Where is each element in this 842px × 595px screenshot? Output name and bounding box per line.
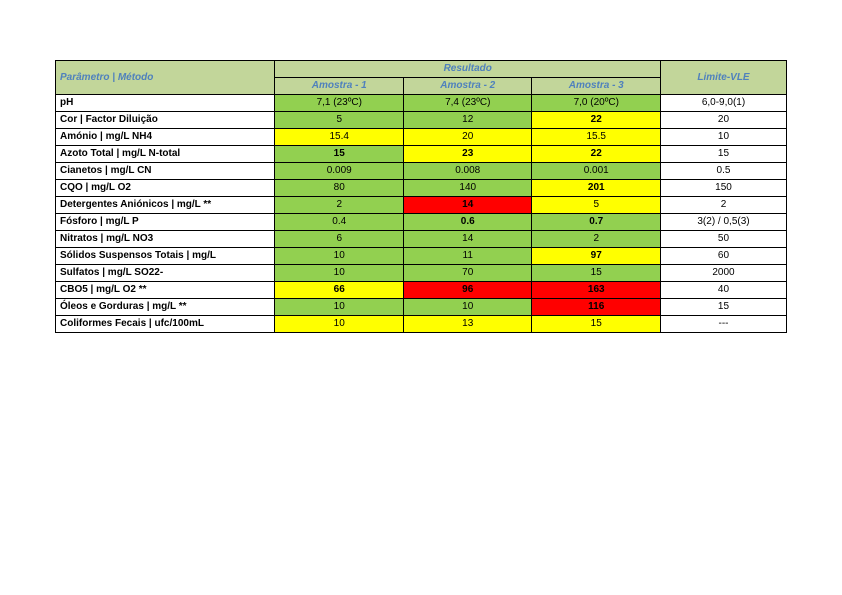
cell-a1: 6: [275, 231, 404, 248]
cell-a2: 14: [403, 197, 532, 214]
cell-a3: 22: [532, 112, 661, 129]
cell-a1: 10: [275, 248, 404, 265]
cell-a3: 15: [532, 265, 661, 282]
table-row: Sólidos Suspensos Totais | mg/L10119760: [56, 248, 787, 265]
table-row: CBO5 | mg/L O2 **669616340: [56, 282, 787, 299]
cell-param: CQO | mg/L O2: [56, 180, 275, 197]
cell-a3: 201: [532, 180, 661, 197]
cell-param: Fósforo | mg/L P: [56, 214, 275, 231]
cell-param: Sulfatos | mg/L SO22-: [56, 265, 275, 282]
cell-a3: 163: [532, 282, 661, 299]
cell-a2: 11: [403, 248, 532, 265]
cell-a1: 10: [275, 265, 404, 282]
cell-a2: 20: [403, 129, 532, 146]
cell-a2: 13: [403, 316, 532, 333]
cell-limit: 10: [660, 129, 786, 146]
cell-a3: 2: [532, 231, 661, 248]
cell-param: pH: [56, 95, 275, 112]
table-row: pH7,1 (23ºC)7,4 (23ºC)7,0 (20ºC)6,0-9,0(…: [56, 95, 787, 112]
cell-limit: 50: [660, 231, 786, 248]
cell-limit: 150: [660, 180, 786, 197]
header-resultado: Resultado: [275, 61, 661, 78]
header-param: Parâmetro | Método: [56, 61, 275, 95]
cell-a3: 116: [532, 299, 661, 316]
cell-limit: 15: [660, 299, 786, 316]
cell-a1: 15.4: [275, 129, 404, 146]
cell-a3: 5: [532, 197, 661, 214]
cell-a3: 7,0 (20ºC): [532, 95, 661, 112]
table-row: Fósforo | mg/L P0.40.60.73(2) / 0,5(3): [56, 214, 787, 231]
table-row: Amónio | mg/L NH415.42015.510: [56, 129, 787, 146]
cell-a1: 5: [275, 112, 404, 129]
table-row: Óleos e Gorduras | mg/L **101011615: [56, 299, 787, 316]
table-head: Parâmetro | Método Resultado Limite-VLE …: [56, 61, 787, 95]
cell-a2: 23: [403, 146, 532, 163]
cell-a2: 140: [403, 180, 532, 197]
cell-a3: 15: [532, 316, 661, 333]
table-row: Coliformes Fecais | ufc/100mL101315---: [56, 316, 787, 333]
cell-a1: 0.4: [275, 214, 404, 231]
table-body: pH7,1 (23ºC)7,4 (23ºC)7,0 (20ºC)6,0-9,0(…: [56, 95, 787, 333]
cell-a3: 0.001: [532, 163, 661, 180]
cell-param: Cianetos | mg/L CN: [56, 163, 275, 180]
cell-limit: 2000: [660, 265, 786, 282]
table-row: Azoto Total | mg/L N-total15232215: [56, 146, 787, 163]
table-row: Nitratos | mg/L NO3614250: [56, 231, 787, 248]
cell-limit: 0.5: [660, 163, 786, 180]
cell-limit: ---: [660, 316, 786, 333]
cell-param: Sólidos Suspensos Totais | mg/L: [56, 248, 275, 265]
cell-limit: 20: [660, 112, 786, 129]
cell-param: CBO5 | mg/L O2 **: [56, 282, 275, 299]
cell-a1: 0.009: [275, 163, 404, 180]
cell-a3: 15.5: [532, 129, 661, 146]
cell-limit: 15: [660, 146, 786, 163]
cell-a1: 66: [275, 282, 404, 299]
cell-a2: 10: [403, 299, 532, 316]
cell-a3: 0.7: [532, 214, 661, 231]
cell-a2: 7,4 (23ºC): [403, 95, 532, 112]
cell-limit: 40: [660, 282, 786, 299]
cell-a2: 12: [403, 112, 532, 129]
cell-a1: 2: [275, 197, 404, 214]
table-row: CQO | mg/L O280140201150: [56, 180, 787, 197]
cell-limit: 2: [660, 197, 786, 214]
cell-param: Cor | Factor Diluição: [56, 112, 275, 129]
cell-param: Detergentes Aniónicos | mg/L **: [56, 197, 275, 214]
header-a1: Amostra - 1: [275, 78, 404, 95]
header-limite: Limite-VLE: [660, 61, 786, 95]
cell-a1: 7,1 (23ºC): [275, 95, 404, 112]
cell-param: Coliformes Fecais | ufc/100mL: [56, 316, 275, 333]
cell-param: Azoto Total | mg/L N-total: [56, 146, 275, 163]
table-row: Sulfatos | mg/L SO22-1070152000: [56, 265, 787, 282]
table-row: Cor | Factor Diluição5122220: [56, 112, 787, 129]
cell-a3: 97: [532, 248, 661, 265]
cell-param: Nitratos | mg/L NO3: [56, 231, 275, 248]
cell-param: Óleos e Gorduras | mg/L **: [56, 299, 275, 316]
results-table: Parâmetro | Método Resultado Limite-VLE …: [55, 60, 787, 333]
cell-a2: 96: [403, 282, 532, 299]
table-row: Detergentes Aniónicos | mg/L **21452: [56, 197, 787, 214]
cell-limit: 3(2) / 0,5(3): [660, 214, 786, 231]
cell-a3: 22: [532, 146, 661, 163]
header-a2: Amostra - 2: [403, 78, 532, 95]
cell-limit: 6,0-9,0(1): [660, 95, 786, 112]
header-a3: Amostra - 3: [532, 78, 661, 95]
cell-a1: 10: [275, 316, 404, 333]
cell-a2: 70: [403, 265, 532, 282]
cell-a2: 14: [403, 231, 532, 248]
cell-a1: 15: [275, 146, 404, 163]
cell-a2: 0.008: [403, 163, 532, 180]
table-row: Cianetos | mg/L CN0.0090.0080.0010.5: [56, 163, 787, 180]
cell-param: Amónio | mg/L NH4: [56, 129, 275, 146]
cell-a1: 80: [275, 180, 404, 197]
cell-limit: 60: [660, 248, 786, 265]
cell-a1: 10: [275, 299, 404, 316]
cell-a2: 0.6: [403, 214, 532, 231]
